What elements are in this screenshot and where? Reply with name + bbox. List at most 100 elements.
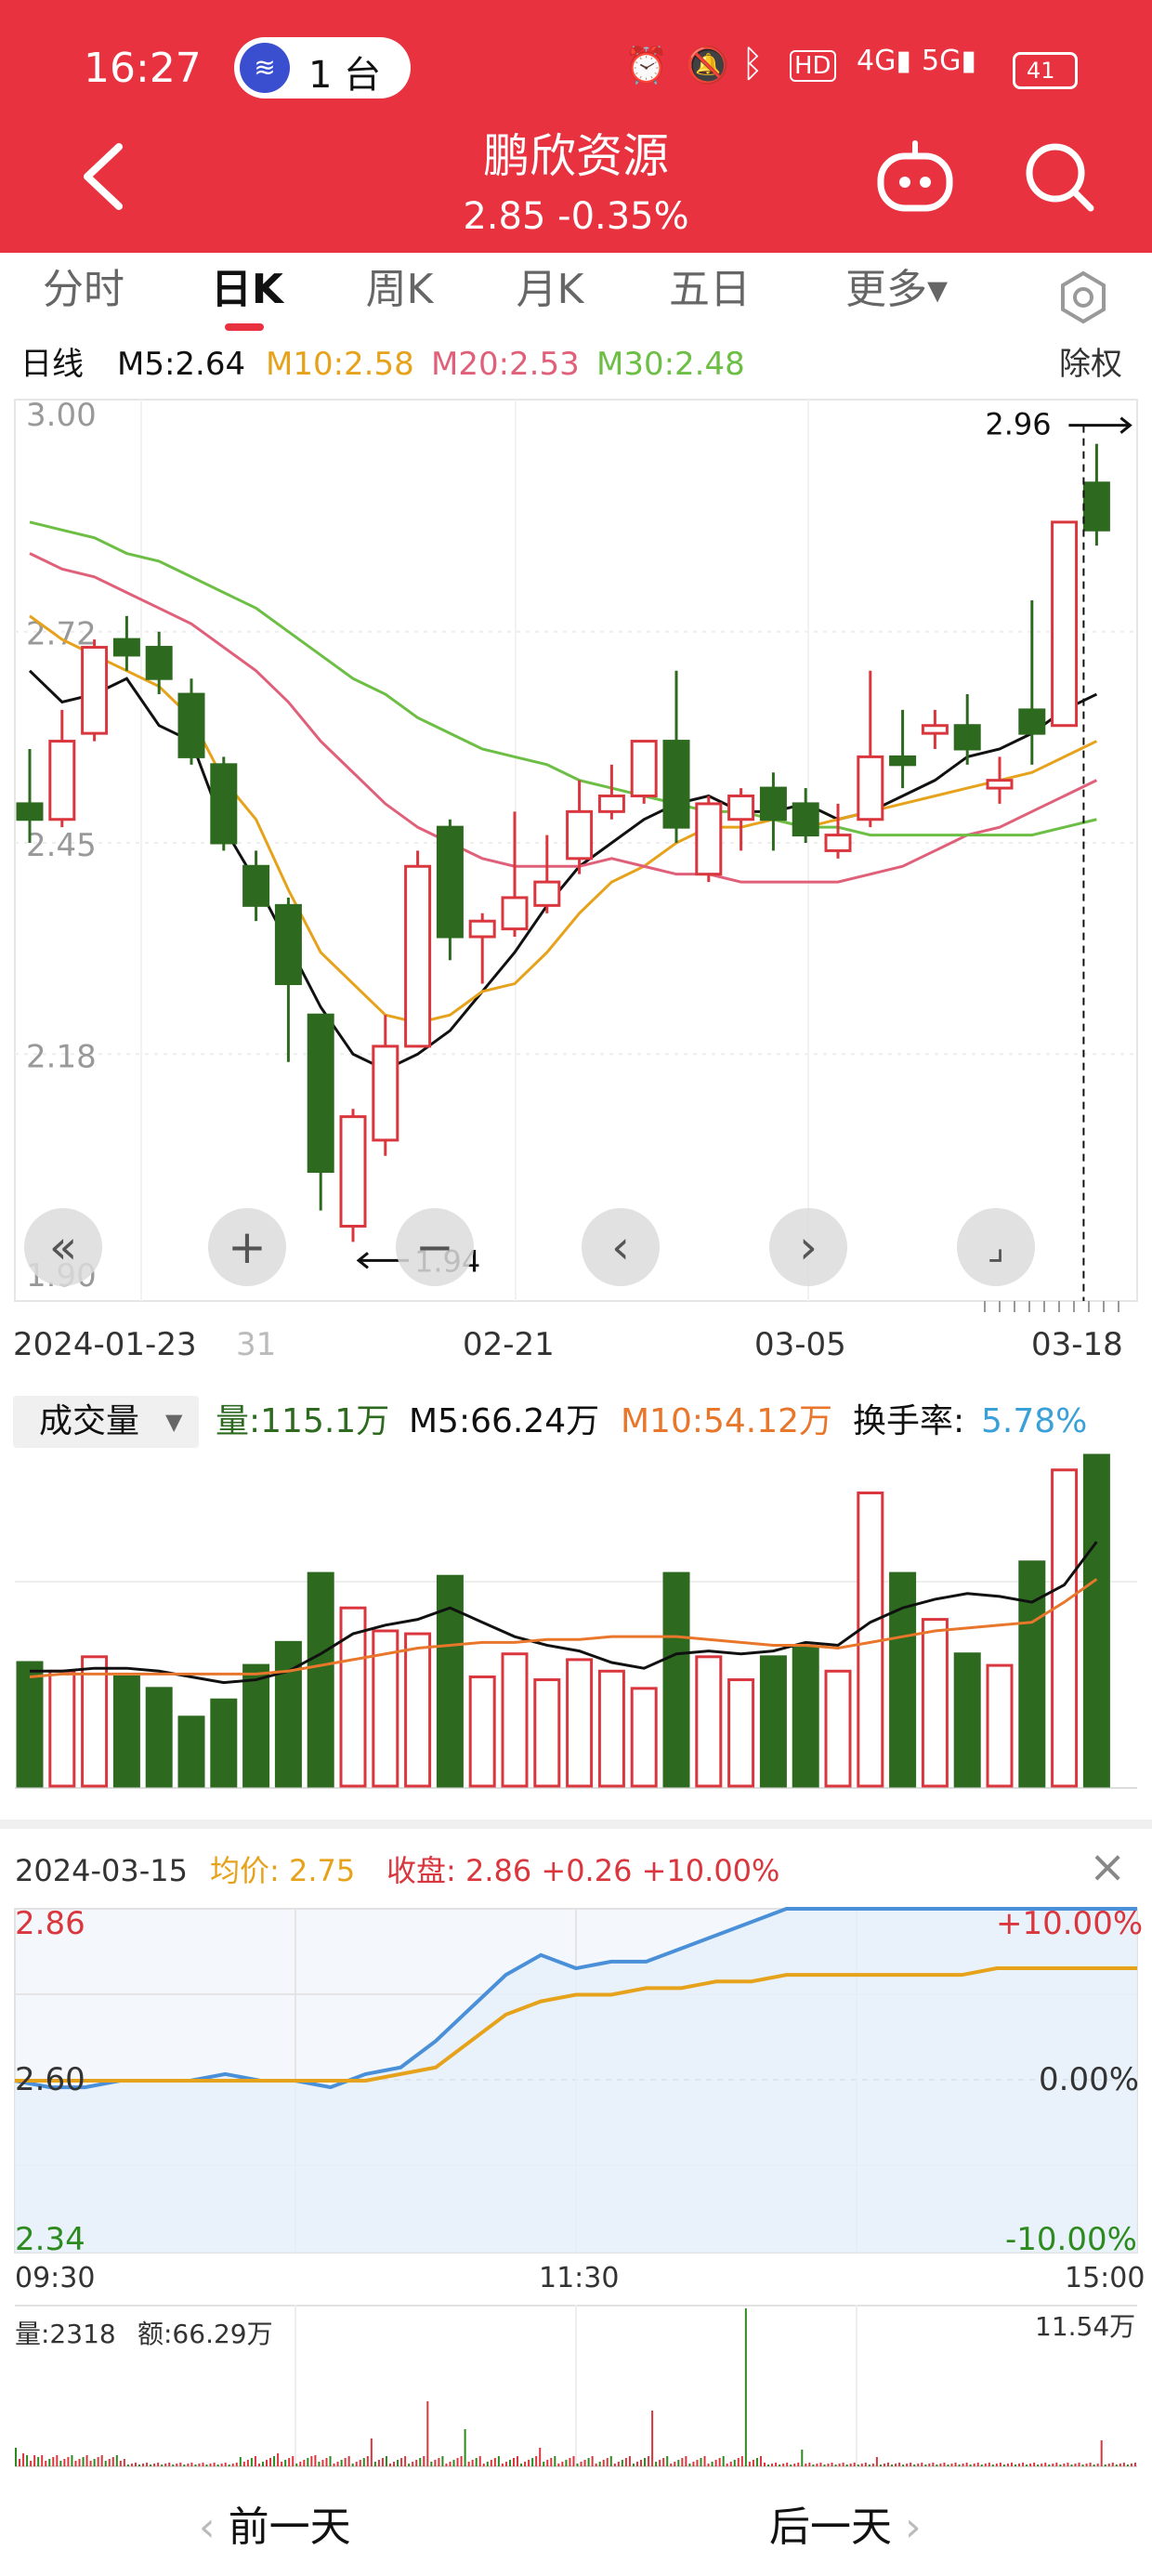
- intraday-volume-bar: [561, 2462, 564, 2466]
- app-header: 16:27 ≋ 1 台 ⏰ 🔕 ᛒ HD 4G▮ 5G▮ 41 鹏欣资源 2.8…: [0, 0, 1152, 260]
- tab-five-day[interactable]: 五日: [669, 266, 751, 313]
- robot-assistant-icon[interactable]: [873, 139, 957, 214]
- intraday-volume-bar: [999, 2463, 1001, 2466]
- intraday-volume-bar: [250, 2458, 253, 2466]
- intraday-volume-bar: [733, 2460, 736, 2466]
- intraday-volume-bar: [995, 2464, 998, 2466]
- volume-bar: [1082, 1453, 1110, 1788]
- intraday-volume-bar: [759, 2456, 762, 2466]
- tab-intraday[interactable]: 分时: [43, 266, 124, 313]
- volume-ma-line-m10: [29, 1578, 1098, 1678]
- intraday-volume-bar: [752, 2460, 754, 2466]
- intraday-volume-bar: [389, 2464, 391, 2466]
- intraday-volume-bar: [183, 2464, 186, 2466]
- intraday-volume-bar: [793, 2464, 796, 2466]
- indicator-selector[interactable]: 成交量 ▼: [13, 1396, 199, 1448]
- intraday-volume-bar: [782, 2464, 785, 2466]
- intraday-volume-bar: [790, 2464, 792, 2466]
- intraday-volume-bar: [497, 2456, 500, 2466]
- intraday-volume-bar: [860, 2464, 863, 2466]
- intraday-volume-bar: [209, 2464, 212, 2466]
- intraday-volume-bar: [1052, 2464, 1054, 2466]
- candle-body: [81, 646, 109, 735]
- intraday-volume-bar: [969, 2464, 972, 2466]
- intraday-volume-bar: [430, 2462, 433, 2466]
- cast-pill[interactable]: ≋ 1 台: [234, 37, 411, 99]
- intraday-volume-bar: [1026, 2464, 1028, 2466]
- mute-icon: 🔕: [686, 45, 730, 85]
- intraday-volume-bar: [670, 2464, 673, 2466]
- intraday-volume-bar: [93, 2459, 96, 2466]
- tab-daily-k[interactable]: 日K: [210, 266, 284, 313]
- zoom-out-button[interactable]: −: [396, 1208, 474, 1286]
- intraday-volume-bar: [205, 2464, 208, 2466]
- intraday-volume-max: 11.54万: [1035, 2311, 1136, 2342]
- intraday-volume-bar: [740, 2456, 743, 2466]
- intraday-volume-bar: [1015, 2464, 1017, 2466]
- tab-more[interactable]: 更多▾: [844, 266, 949, 313]
- intraday-volume-bar: [333, 2464, 335, 2466]
- intraday-volume-bar: [928, 2464, 931, 2466]
- intraday-volume-bar: [950, 2464, 953, 2466]
- candle: [953, 694, 981, 765]
- intraday-volume-bar: [531, 2458, 534, 2466]
- intraday-volume-bar: [845, 2464, 848, 2466]
- intraday-volume-bar: [67, 2457, 70, 2466]
- intraday-volume-bar: [33, 2455, 36, 2466]
- back-icon[interactable]: [74, 139, 130, 214]
- prev-day-button[interactable]: ‹ 前一天: [199, 2481, 351, 2574]
- intraday-volume-bar: [1002, 2464, 1005, 2466]
- turnover-value: 5.78%: [981, 1402, 1088, 1440]
- intraday-volume-bar: [936, 2464, 938, 2466]
- intraday-volume-bar: [853, 2463, 856, 2466]
- candle-body: [1051, 520, 1079, 728]
- signal-5g-icon: 5G▮: [922, 45, 976, 77]
- cast-icon: ≋: [240, 43, 290, 93]
- scroll-start-button[interactable]: «: [24, 1208, 102, 1286]
- intraday-volume-bar: [1070, 2464, 1073, 2466]
- intraday-volume-bar: [707, 2464, 710, 2466]
- intraday-volume-bar: [190, 2463, 193, 2466]
- intraday-volume-bar: [512, 2458, 515, 2466]
- candle-body: [921, 724, 949, 735]
- intraday-volume-bar: [97, 2457, 99, 2466]
- zoom-in-button[interactable]: +: [208, 1208, 286, 1286]
- intraday-volume-bar: [1130, 2464, 1132, 2466]
- intraday-volume-bar: [779, 2464, 781, 2466]
- volume-bar: [533, 1678, 561, 1788]
- candle-body: [533, 880, 561, 907]
- search-icon[interactable]: [1022, 139, 1096, 214]
- intraday-volume-bar: [808, 2463, 811, 2466]
- time-label-mid: 11:30: [539, 2262, 620, 2294]
- intraday-amount-label: 额:66.29万: [137, 2319, 273, 2349]
- adjust-toggle[interactable]: 除权: [1059, 346, 1122, 383]
- intraday-volume-bar: [572, 2456, 575, 2466]
- intraday-volume-bar: [924, 2464, 927, 2466]
- intraday-volume-bar: [100, 2455, 103, 2466]
- close-icon[interactable]: ×: [1089, 1841, 1127, 1893]
- intraday-volume-label: 量:2318: [15, 2319, 116, 2349]
- volume-m10: M10:54.12万: [621, 1402, 833, 1440]
- intraday-volume-bar: [15, 2448, 17, 2466]
- candle-body: [566, 809, 594, 861]
- intraday-volume-bar: [415, 2460, 418, 2466]
- settings-hex-icon[interactable]: [1055, 269, 1111, 325]
- intraday-volume-bar: [441, 2456, 444, 2466]
- volume-bar: [695, 1655, 723, 1788]
- stock-name: 鹏欣资源: [483, 129, 669, 183]
- intraday-volume-bar: [445, 2464, 448, 2466]
- y-tick-label: 2.18: [26, 1038, 97, 1075]
- intraday-volume-bar: [329, 2456, 332, 2466]
- intraday-chart[interactable]: [0, 1903, 1152, 2275]
- intraday-volume-bar: [130, 2464, 133, 2466]
- intraday-volume-bar: [621, 2460, 623, 2466]
- tab-monthly-k[interactable]: 月K: [516, 266, 584, 313]
- tab-weekly-k[interactable]: 周K: [365, 266, 434, 313]
- volume-chart[interactable]: [0, 1452, 1152, 1792]
- intraday-volume-bar: [1115, 2464, 1118, 2466]
- kline-chart[interactable]: 3.002.722.452.181.90 2.961.94 2024-01-23…: [0, 392, 1152, 1377]
- next-candle-button[interactable]: ›: [769, 1208, 847, 1286]
- prev-candle-button[interactable]: ‹: [582, 1208, 660, 1286]
- fullscreen-button[interactable]: ⌟: [957, 1208, 1035, 1286]
- next-day-button[interactable]: 后一天 ›: [769, 2481, 922, 2574]
